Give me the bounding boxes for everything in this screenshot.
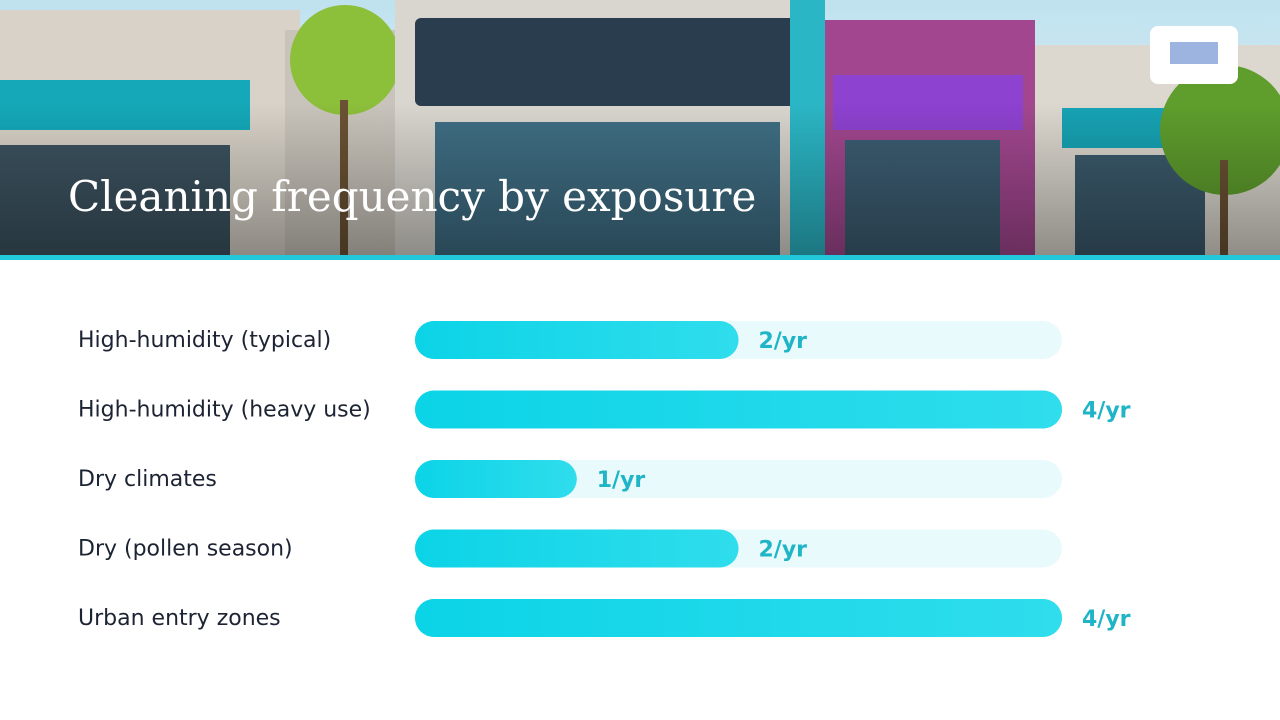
bar-track: [415, 460, 1062, 498]
category-label: Urban entry zones: [78, 606, 281, 631]
category-label: High-humidity (heavy use): [78, 398, 371, 423]
value-label: 4/yr: [1082, 399, 1131, 424]
chart-title: Cleaning frequency by exposure: [68, 172, 756, 221]
bar-sheen: [415, 321, 739, 359]
bar-sheen: [415, 460, 577, 498]
value-label: 2/yr: [759, 329, 808, 354]
category-label: Dry climates: [78, 467, 217, 492]
header-image: [0, 0, 1280, 256]
value-label: 1/yr: [597, 468, 646, 493]
category-label: High-humidity (typical): [78, 328, 331, 353]
bar-sheen: [415, 599, 1062, 637]
bar-sheen: [415, 390, 1062, 429]
category-label: Dry (pollen season): [78, 537, 293, 562]
value-label: 4/yr: [1082, 607, 1131, 632]
bar-sheen: [415, 529, 739, 568]
header-rule: [0, 255, 1280, 260]
value-label: 2/yr: [759, 538, 808, 563]
